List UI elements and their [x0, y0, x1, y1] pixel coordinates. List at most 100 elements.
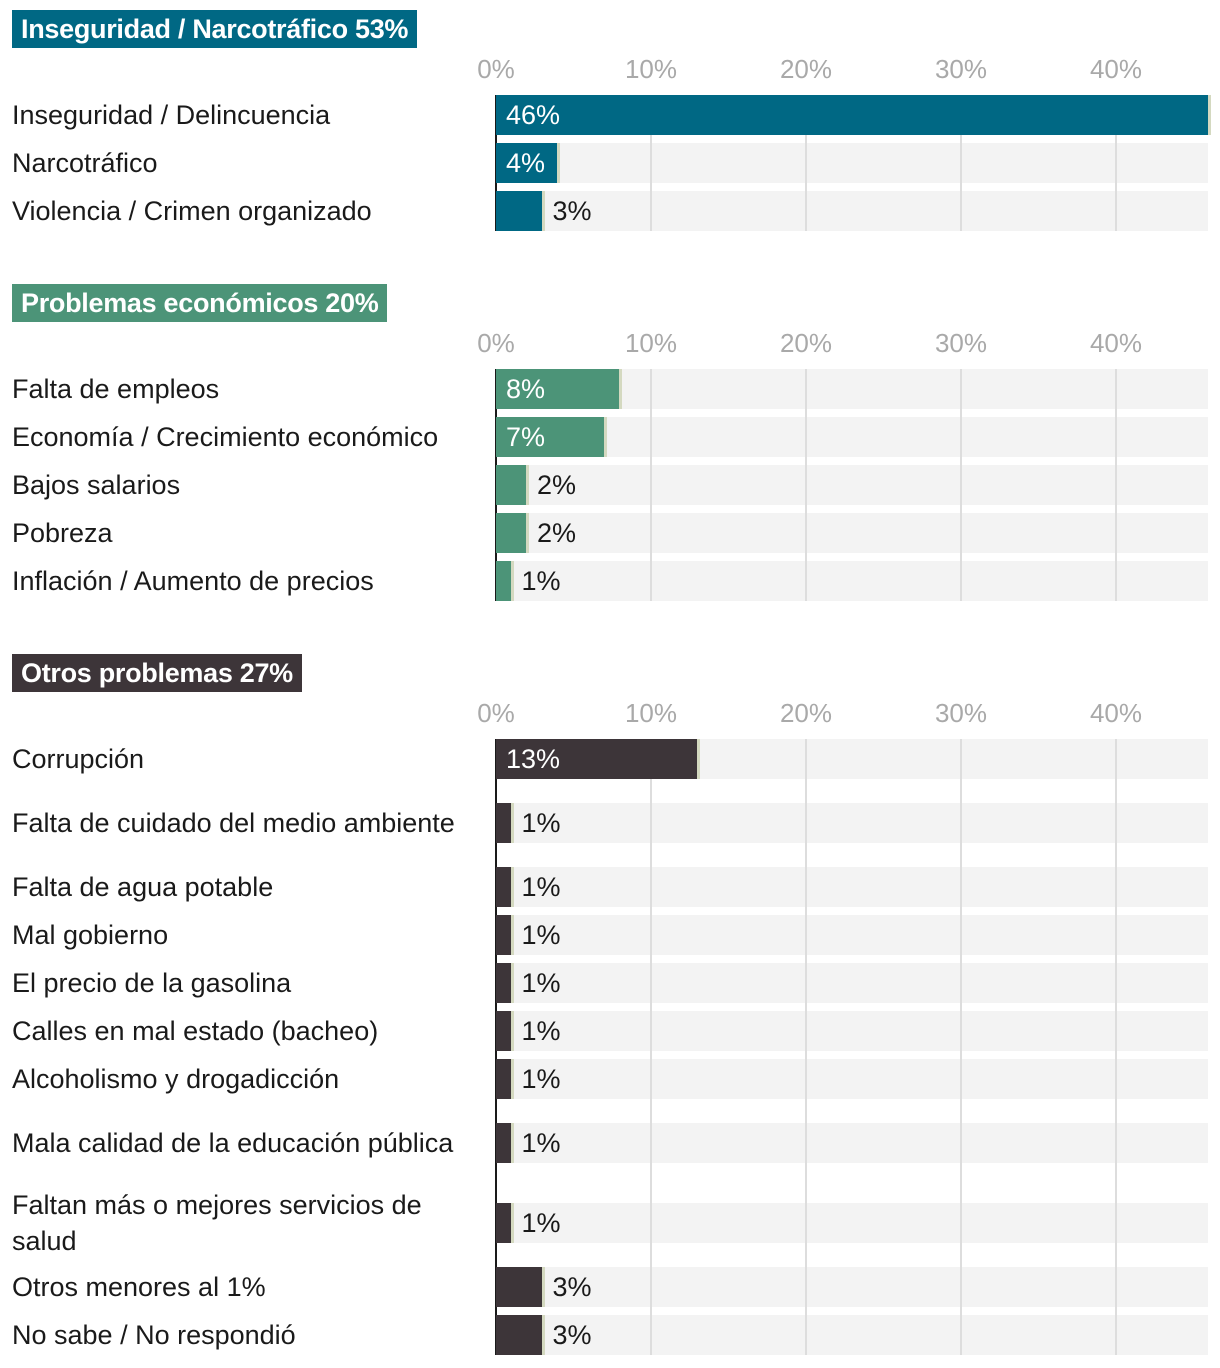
row-background: [496, 867, 1208, 907]
category-label: Narcotráfico: [12, 148, 158, 178]
bar: [496, 1267, 543, 1307]
value-label: 3%: [552, 196, 592, 226]
category-label: El precio de la gasolina: [12, 968, 292, 998]
bar-end-marker: [510, 867, 514, 907]
value-label: 4%: [506, 148, 546, 178]
value-label: 1%: [521, 1208, 561, 1238]
bar: [496, 1315, 543, 1355]
bar-end-marker: [510, 963, 514, 1003]
gridline: [805, 369, 807, 601]
bar: [496, 561, 512, 601]
bar: [496, 417, 605, 457]
bar-end-marker: [541, 1315, 545, 1355]
row-background: [496, 803, 1208, 843]
bar-end-marker: [510, 915, 514, 955]
gridline: [1115, 739, 1117, 1355]
bar-end-marker: [619, 369, 622, 409]
section-title: Otros problemas 27%: [12, 654, 302, 692]
bar-end-marker: [541, 191, 545, 231]
value-label: 1%: [521, 920, 561, 950]
bar: [496, 803, 512, 843]
bar: [496, 1123, 512, 1163]
gridline: [960, 739, 962, 1355]
row-background: [496, 1011, 1208, 1051]
bar-end-marker: [696, 739, 700, 779]
category-label: Economía / Crecimiento económico: [12, 422, 439, 452]
x-tick-label: 10%: [624, 698, 678, 728]
bar-end-marker: [526, 465, 529, 505]
value-label: 1%: [521, 1016, 561, 1046]
row-background: [496, 143, 1208, 183]
row-background: [496, 1267, 1208, 1307]
x-tick-label: 20%: [779, 328, 833, 358]
bar: [496, 915, 512, 955]
bar-end-marker: [603, 417, 607, 457]
x-tick-label: 30%: [934, 698, 988, 728]
category-label: Mala calidad de la educación pública: [12, 1128, 454, 1158]
category-label: Falta de agua potable: [12, 872, 274, 902]
row-background: [496, 1123, 1208, 1163]
category-label: Violencia / Crimen organizado: [12, 196, 372, 226]
gridline: [650, 95, 652, 231]
row-background: [496, 1059, 1208, 1099]
x-tick-label: 30%: [934, 54, 988, 84]
bar-end-marker: [510, 1203, 514, 1243]
row-background: [496, 417, 1208, 457]
bar-end-marker: [510, 1059, 514, 1099]
bar: [496, 1203, 512, 1243]
bar-end-marker: [510, 561, 514, 601]
x-tick-label: 0%: [477, 328, 515, 358]
value-label: 1%: [521, 968, 561, 998]
section-title: Problemas económicos 20%: [12, 284, 388, 322]
category-label: Falta de empleos: [12, 374, 220, 404]
category-label: Corrupción: [12, 744, 145, 774]
gridline: [650, 739, 652, 1355]
x-tick-label: 40%: [1089, 328, 1143, 358]
value-label: 3%: [552, 1320, 592, 1350]
category-label: No sabe / No respondió: [12, 1320, 296, 1350]
x-tick-label: 20%: [779, 698, 833, 728]
bar: [496, 963, 512, 1003]
category-label: Alcoholismo y drogadicción: [12, 1064, 340, 1094]
category-label: Falta de cuidado del medio ambiente: [12, 808, 455, 838]
gridline: [650, 369, 652, 601]
x-tick-label: 20%: [779, 54, 833, 84]
value-label: 2%: [537, 470, 577, 500]
bar-end-marker: [510, 1011, 514, 1051]
bar: [496, 1059, 512, 1099]
value-label: 1%: [521, 808, 561, 838]
value-label: 3%: [552, 1272, 592, 1302]
value-label: 2%: [537, 518, 577, 548]
row-background: [496, 561, 1208, 601]
x-tick-label: 0%: [477, 54, 515, 84]
gridline: [805, 95, 807, 231]
bar: [496, 369, 620, 409]
section-title: Inseguridad / Narcotráfico 53%: [12, 10, 418, 48]
category-label: Bajos salarios: [12, 470, 181, 500]
value-label: 1%: [521, 566, 561, 596]
category-label: Calles en mal estado (bacheo): [12, 1016, 379, 1046]
value-label: 1%: [521, 1064, 561, 1094]
x-tick-label: 30%: [934, 328, 988, 358]
category-label: Mal gobierno: [12, 920, 169, 950]
value-label: 13%: [506, 744, 561, 774]
bar: [496, 465, 527, 505]
row-background: [496, 513, 1208, 553]
category-label: Inflación / Aumento de precios: [12, 566, 374, 596]
x-tick-label: 10%: [624, 328, 678, 358]
category-label: Faltan más o mejores servicios de salud: [12, 1190, 422, 1256]
row-background: [496, 963, 1208, 1003]
row-background: [496, 465, 1208, 505]
bar: [496, 513, 527, 553]
bar-end-marker: [541, 1267, 545, 1307]
bar-end-marker: [1208, 95, 1211, 135]
value-label: 7%: [506, 422, 546, 452]
category-label: Pobreza: [12, 518, 113, 548]
bar-end-marker: [510, 1123, 514, 1163]
x-tick-label: 40%: [1089, 54, 1143, 84]
bar-end-marker: [510, 803, 514, 843]
row-background: [496, 1315, 1208, 1355]
bar: [496, 95, 1209, 135]
value-label: 8%: [506, 374, 546, 404]
